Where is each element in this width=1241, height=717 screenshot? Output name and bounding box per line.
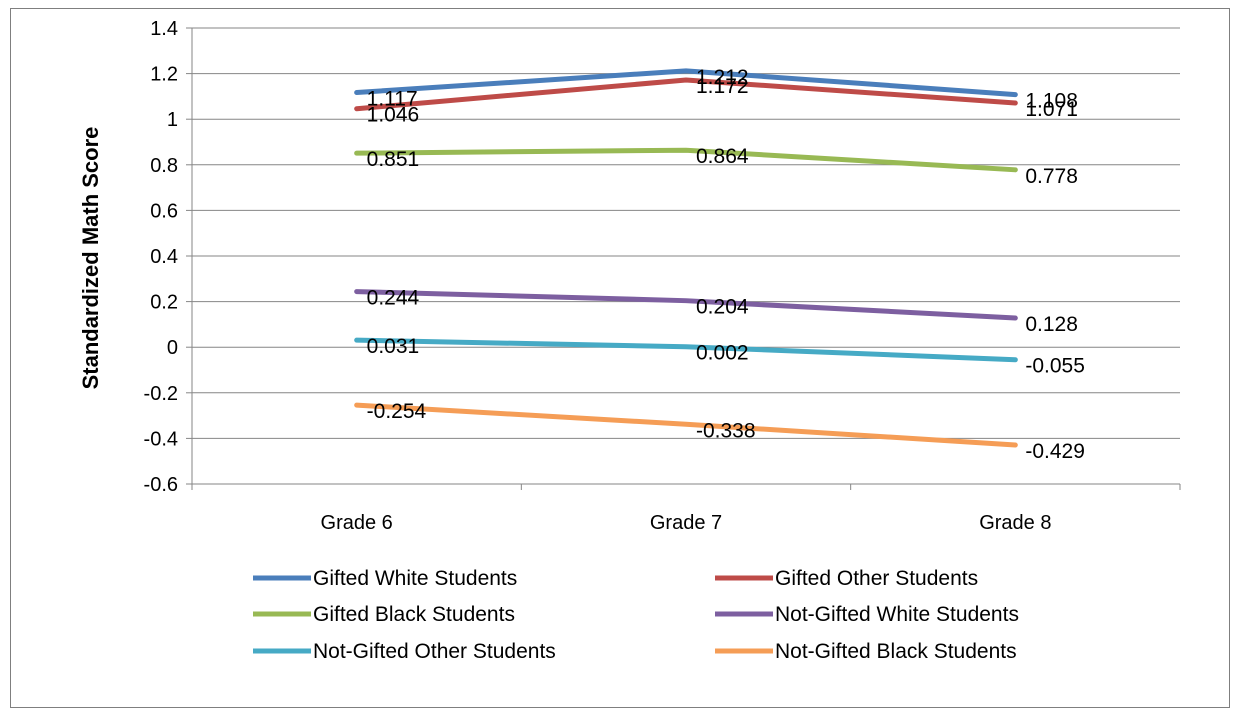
y-tick-label: 1.4 <box>150 18 178 40</box>
series-line <box>354 68 1018 98</box>
data-labels: 1.117 1.212 1.108 1.046 1.172 1.071 0.851 0.864… <box>367 66 1085 463</box>
legend-label: Gifted Black Students <box>313 603 515 626</box>
data-label: 0.244 <box>367 287 420 310</box>
data-label: 0.864 <box>696 145 749 168</box>
y-tick-label: 1 <box>167 109 178 131</box>
y-tick-label: -0.4 <box>144 428 178 450</box>
series-line <box>354 147 1018 173</box>
data-label: -0.055 <box>1025 355 1085 378</box>
legend: Gifted White Students Gifted Other Studen… <box>253 567 1019 663</box>
series-line <box>354 289 1018 321</box>
x-axis: Grade 6 Grade 7 Grade 8 <box>191 484 1181 534</box>
legend-label: Not-Gifted Other Students <box>313 640 556 663</box>
legend-label: Not-Gifted Black Students <box>775 640 1017 663</box>
chart-frame <box>10 8 1230 708</box>
data-label: 1.117 <box>367 88 418 111</box>
y-tick-label: 0.2 <box>150 292 178 314</box>
data-label: 1.108 <box>1025 90 1078 113</box>
data-label: 0.778 <box>1025 165 1078 188</box>
series-line <box>354 77 1018 112</box>
gridlines <box>192 27 1180 485</box>
data-label: -0.338 <box>696 419 756 442</box>
y-tick-label: -0.2 <box>144 383 178 405</box>
data-label: -0.429 <box>1025 440 1085 463</box>
y-tick-label: 0.6 <box>150 200 178 222</box>
y-axis-title: Standardized Math Score <box>78 127 103 390</box>
data-label: 0.204 <box>696 296 749 319</box>
series-lines <box>354 68 1018 448</box>
legend-label: Gifted Other Students <box>775 567 978 590</box>
data-label: 0.851 <box>367 148 420 171</box>
y-tick-label: 0.8 <box>150 155 178 177</box>
data-label: 1.212 <box>696 66 749 89</box>
data-label: 0.031 <box>367 335 420 358</box>
y-axis: 1.4 1.2 1 0.8 0.6 0.4 0.2 0 -0.2 -0.4 -0.6 <box>144 18 193 496</box>
y-tick-label: 0.4 <box>150 246 178 268</box>
y-tick-label: -0.6 <box>144 474 178 496</box>
x-tick-label: Grade 6 <box>321 512 393 534</box>
data-label: 0.128 <box>1025 313 1078 336</box>
series-line <box>354 337 1018 363</box>
x-tick-label: Grade 8 <box>979 512 1051 534</box>
series-line <box>354 402 1018 448</box>
x-tick-label: Grade 7 <box>650 512 722 534</box>
data-label: 0.002 <box>696 342 749 365</box>
data-label: 1.172 <box>696 75 749 98</box>
data-label: -0.254 <box>367 400 427 423</box>
data-label: 1.071 <box>1025 98 1078 121</box>
legend-label: Gifted White Students <box>313 567 517 590</box>
legend-label: Not-Gifted White Students <box>775 603 1019 626</box>
y-tick-label: 0 <box>167 337 178 359</box>
y-tick-label: 1.2 <box>150 64 178 86</box>
data-label: 1.046 <box>367 104 420 127</box>
